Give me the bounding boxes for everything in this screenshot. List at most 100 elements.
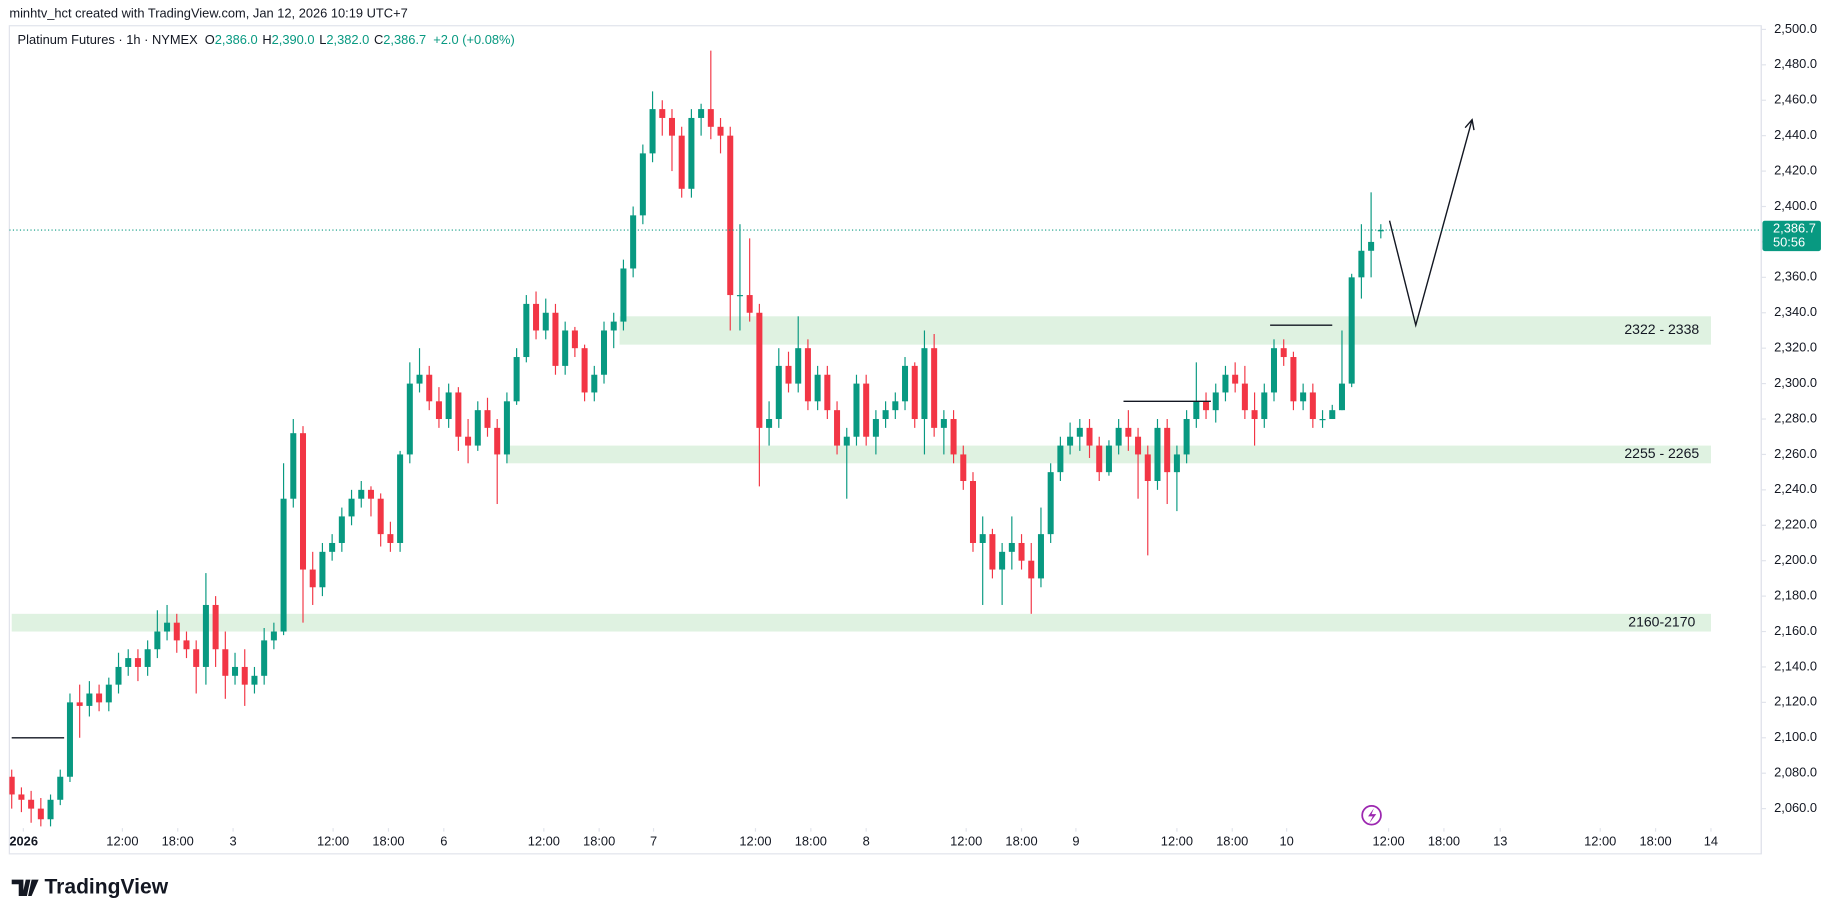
candle-body — [261, 640, 268, 676]
y-tick-label: 2,340.0 — [1774, 304, 1817, 319]
x-tick-label: 12:00 — [739, 834, 771, 849]
x-tick-label: 18:00 — [795, 834, 827, 849]
x-tick-label: 12:00 — [317, 834, 349, 849]
candle-body — [329, 542, 336, 552]
candle-body — [1193, 401, 1200, 420]
y-tick-label: 2,440.0 — [1774, 127, 1817, 142]
candle-body — [1241, 383, 1248, 411]
brand: TradingView — [44, 875, 168, 898]
x-tick-label: 18:00 — [1216, 834, 1248, 849]
candle-body — [668, 117, 675, 136]
ohlc-key: C — [374, 32, 383, 47]
candle-body — [940, 419, 947, 428]
y-tick-label: 2,120.0 — [1774, 694, 1817, 709]
candle-body — [824, 374, 831, 411]
projection-arrow — [1388, 119, 1473, 328]
candle-body — [999, 551, 1006, 570]
candle-body — [960, 454, 967, 481]
candle-body — [37, 808, 44, 820]
candle-body — [872, 419, 879, 437]
candle-body — [445, 392, 452, 420]
candle-body — [76, 702, 83, 706]
x-tick-label: 12:00 — [1372, 834, 1404, 849]
candle-body — [756, 312, 763, 428]
y-tick-label: 2,100.0 — [1774, 729, 1817, 744]
candle-body — [319, 551, 326, 588]
candle-body — [202, 604, 209, 667]
event-icon[interactable] — [1361, 805, 1382, 826]
candle-body — [882, 410, 889, 420]
y-tick-label: 2,320.0 — [1774, 340, 1817, 355]
candle-body — [377, 498, 384, 535]
price-label: 2,386.7 — [1773, 220, 1816, 235]
candle-body — [1232, 374, 1239, 384]
candle-body — [1338, 383, 1345, 411]
x-tick-label: 13 — [1493, 834, 1507, 849]
candle-body — [348, 498, 355, 517]
candle-body — [1115, 427, 1122, 446]
candle-body — [1319, 419, 1326, 421]
candle-body — [746, 295, 753, 313]
candle-body — [1377, 230, 1384, 232]
candle-body — [367, 489, 374, 499]
y-tick-label: 2,300.0 — [1774, 375, 1817, 390]
candle-body — [397, 454, 404, 543]
candle-body — [766, 419, 773, 428]
y-tick-label: 2,140.0 — [1774, 658, 1817, 673]
y-tick-label: 2,060.0 — [1774, 800, 1817, 815]
candle-body — [863, 383, 870, 437]
x-tick-label: 7 — [650, 834, 657, 849]
candle-body — [843, 436, 850, 446]
candle-body — [853, 383, 860, 437]
candle-body — [173, 622, 180, 641]
candle-body — [1105, 445, 1112, 473]
x-tick-label: 12:00 — [528, 834, 560, 849]
y-tick-label: 2,460.0 — [1774, 92, 1817, 107]
candle-body — [834, 410, 841, 446]
ohlc-value: 2,382.0 — [326, 32, 369, 47]
candle-body — [678, 135, 685, 189]
candle-body — [1203, 401, 1210, 411]
candle-body — [28, 799, 35, 809]
candle-body — [1076, 427, 1083, 437]
candle-body — [979, 534, 986, 543]
candle-body — [66, 702, 73, 777]
candle-body — [484, 410, 491, 428]
y-tick-label: 2,240.0 — [1774, 481, 1817, 496]
candle-body — [911, 365, 918, 420]
candle-body — [435, 401, 442, 420]
candle-body — [736, 295, 743, 297]
candle-body — [931, 348, 938, 428]
y-tick-label: 2,160.0 — [1774, 623, 1817, 638]
x-tick-label: 10 — [1279, 834, 1293, 849]
candle-body — [416, 374, 423, 384]
candle-body — [1144, 454, 1151, 481]
zone-label: 2322 - 2338 — [1624, 321, 1699, 337]
y-tick-label: 2,180.0 — [1774, 588, 1817, 603]
candle-body — [1251, 410, 1258, 420]
candle-body — [1037, 534, 1044, 579]
candle-body — [299, 433, 307, 570]
ohlc-value: 2,390.0 — [272, 32, 315, 47]
candle-body — [144, 649, 151, 667]
event-icon-bolt — [1368, 808, 1377, 824]
axes: 2,060.0 2,080.0 2,100.0 2,120.0 2,140.0 2,160… — [9, 21, 1821, 849]
candle-body — [1086, 427, 1093, 446]
candle-body — [1300, 392, 1307, 402]
candle-body — [1368, 241, 1375, 251]
candle-body — [387, 534, 394, 543]
change: +2.0 (+0.08%) — [433, 32, 515, 47]
legend: Platinum Futures · 1h · NYMEX O2,386.0 H2,… — [18, 32, 515, 47]
symbol-title: Platinum Futures · 1h · NYMEX — [18, 32, 199, 47]
candle-body — [1329, 410, 1336, 420]
candle-body — [290, 433, 297, 499]
ohlc-value: 2,386.7 — [383, 32, 426, 47]
candle-body — [1173, 454, 1180, 473]
candle-body — [1154, 427, 1161, 481]
ohlc-value: 2,386.0 — [215, 32, 258, 47]
candle-body — [1270, 348, 1278, 393]
x-tick-label: 6 — [440, 834, 447, 849]
candle-body — [727, 135, 734, 296]
candle-body — [9, 776, 15, 795]
candle-body — [193, 649, 200, 667]
